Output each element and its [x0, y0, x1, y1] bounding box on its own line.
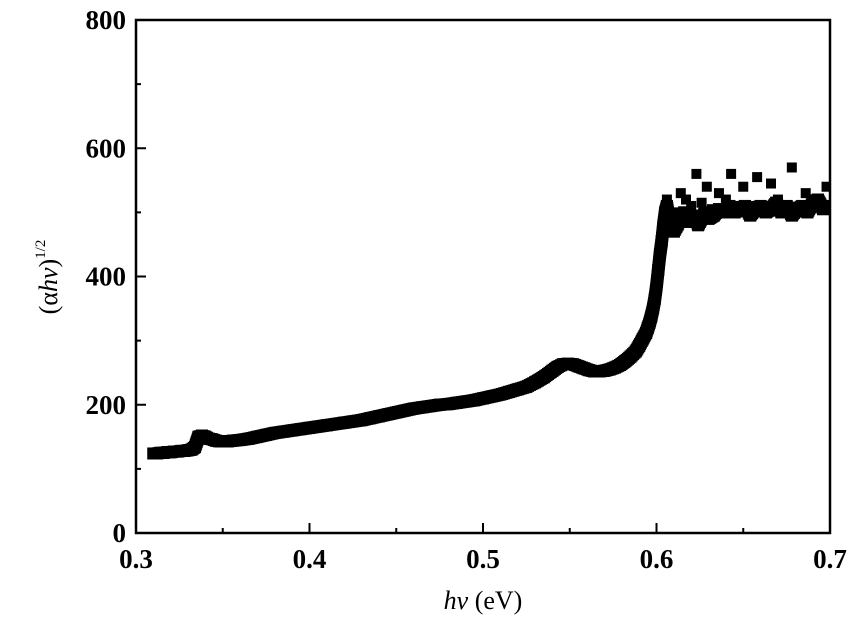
data-point: [793, 207, 804, 218]
data-point: [772, 194, 783, 205]
x-tick-label: 0.3: [119, 544, 153, 574]
data-point: [713, 188, 724, 199]
data-point: [779, 200, 790, 211]
y-axis-label-suffix: ): [34, 259, 63, 268]
x-tick-label: 0.6: [640, 544, 674, 574]
data-point: [701, 181, 712, 192]
data-point: [745, 200, 756, 211]
x-axis-label-italic: hν: [444, 586, 469, 615]
y-axis-label: (αhν)1/2: [33, 240, 63, 315]
data-point: [707, 204, 718, 215]
data-point: [686, 200, 697, 211]
x-tick-label: 0.7: [813, 544, 847, 574]
x-axis-label-rest: (eV): [468, 586, 522, 615]
data-point: [668, 207, 679, 218]
data-point: [647, 302, 660, 315]
x-axis-label: hν (eV): [444, 586, 523, 615]
data-point: [786, 162, 797, 173]
data-point: [814, 200, 825, 211]
data-point: [731, 200, 742, 211]
data-point: [801, 206, 814, 219]
data-point: [822, 199, 830, 212]
data-point: [738, 181, 749, 192]
data-point: [720, 194, 731, 205]
data-point: [655, 235, 668, 248]
data-point: [650, 280, 663, 293]
y-tick-label: 400: [86, 262, 127, 292]
y-tick-label: 600: [86, 133, 127, 163]
y-tick-label: 200: [86, 390, 127, 420]
data-point: [661, 194, 672, 205]
y-axis-label-group: (αhν)1/2: [33, 240, 63, 315]
data-point: [807, 194, 818, 205]
data-point: [766, 178, 777, 189]
data-point: [800, 188, 811, 199]
tick-labels-layer: 0.3 0.4 0.5 0.6 0.7 0 200 400 600 800: [86, 5, 847, 574]
y-tick-label: 0: [113, 518, 127, 548]
data-point: [648, 292, 661, 305]
ticks-layer: [135, 19, 831, 534]
plot-frame: [134, 18, 832, 535]
x-tick-label: 0.5: [466, 544, 500, 574]
data-point: [752, 172, 763, 183]
y-tick-label: 800: [86, 5, 127, 35]
data-point: [680, 194, 691, 205]
x-tick-label: 0.4: [293, 544, 327, 574]
data-point: [759, 204, 770, 215]
y-axis-label-sup: 1/2: [33, 240, 49, 259]
data-point: [726, 168, 737, 179]
data-point: [821, 181, 830, 192]
y-axis-label-prefix: (α: [34, 292, 63, 315]
data-point: [653, 248, 666, 261]
points-layer: [147, 162, 830, 460]
data-point: [696, 197, 707, 208]
y-axis-label-italic: hν: [34, 267, 63, 292]
data-point: [675, 188, 686, 199]
data-point: [188, 441, 201, 454]
data-point: [691, 168, 702, 179]
data-point: [652, 264, 665, 277]
